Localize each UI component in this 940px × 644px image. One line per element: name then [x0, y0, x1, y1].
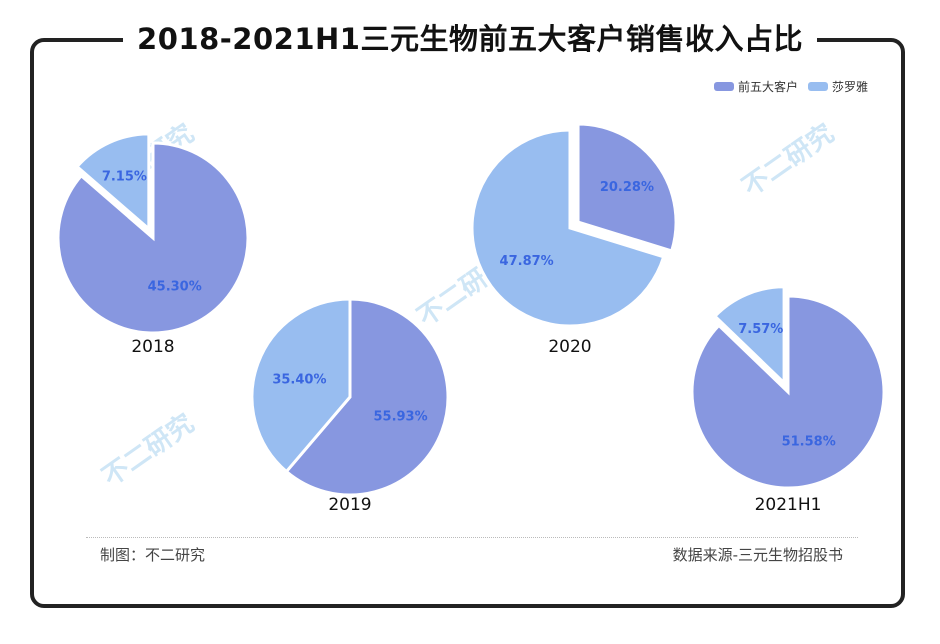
pie-slice-2019-1 [250, 297, 352, 474]
legend-label-saroya: 莎罗雅 [831, 80, 868, 94]
pie-slice-2020-0 [576, 122, 678, 253]
pie-year-label-2019: 2019 [328, 495, 371, 515]
data-label-2020-1: 47.87% [500, 254, 554, 269]
pie-slice-2018-1 [74, 132, 151, 233]
footer-divider [86, 537, 858, 538]
legend-item-top5: 前五大客户 [713, 78, 798, 95]
data-label-2021H1-0: 51.58% [782, 435, 836, 450]
pie-slice-2019-0 [284, 297, 450, 497]
footer-source: 数据来源-三元生物招股书 [672, 546, 843, 564]
data-label-2020-0: 20.28% [600, 180, 654, 195]
pie-2018: 45.30% 7.15% 2018 [56, 132, 250, 357]
legend-swatch-top5 [713, 82, 734, 91]
pie-year-label-2021H1: 2021H1 [755, 495, 822, 515]
pie-slice-2021H1-0 [690, 294, 886, 490]
pie-slice-2020-1 [470, 128, 666, 328]
data-label-2019-1: 35.40% [272, 372, 326, 387]
data-label-2019-0: 55.93% [373, 410, 427, 425]
data-label-2018-1: 7.15% [102, 169, 147, 184]
data-label-2021H1-1: 7.57% [738, 322, 783, 337]
chart-title: 2018-2021H1三元生物前五大客户销售收入占比 [123, 14, 817, 64]
footer-credit: 制图：不二研究 [100, 546, 206, 564]
pie-slice-2021H1-1 [712, 285, 786, 387]
legend-label-top5: 前五大客户 [737, 80, 798, 94]
title-wrap: 2018-2021H1三元生物前五大客户销售收入占比 [0, 14, 940, 64]
pie-year-label-2018: 2018 [131, 337, 174, 357]
pie-year-label-2020: 2020 [548, 337, 591, 357]
legend-item-saroya: 莎罗雅 [807, 78, 868, 95]
pie-2020: 20.28% 47.87% 2020 [470, 122, 678, 357]
legend: 前五大客户 莎罗雅 [713, 78, 868, 95]
pie-2021H1: 51.58% 7.57% 2021H1 [690, 285, 886, 515]
pie-2019: 55.93% 35.40% 2019 [250, 297, 450, 515]
legend-swatch-saroya [807, 82, 828, 91]
pie-slice-2018-0 [56, 141, 250, 335]
data-label-2018-0: 45.30% [148, 280, 202, 295]
